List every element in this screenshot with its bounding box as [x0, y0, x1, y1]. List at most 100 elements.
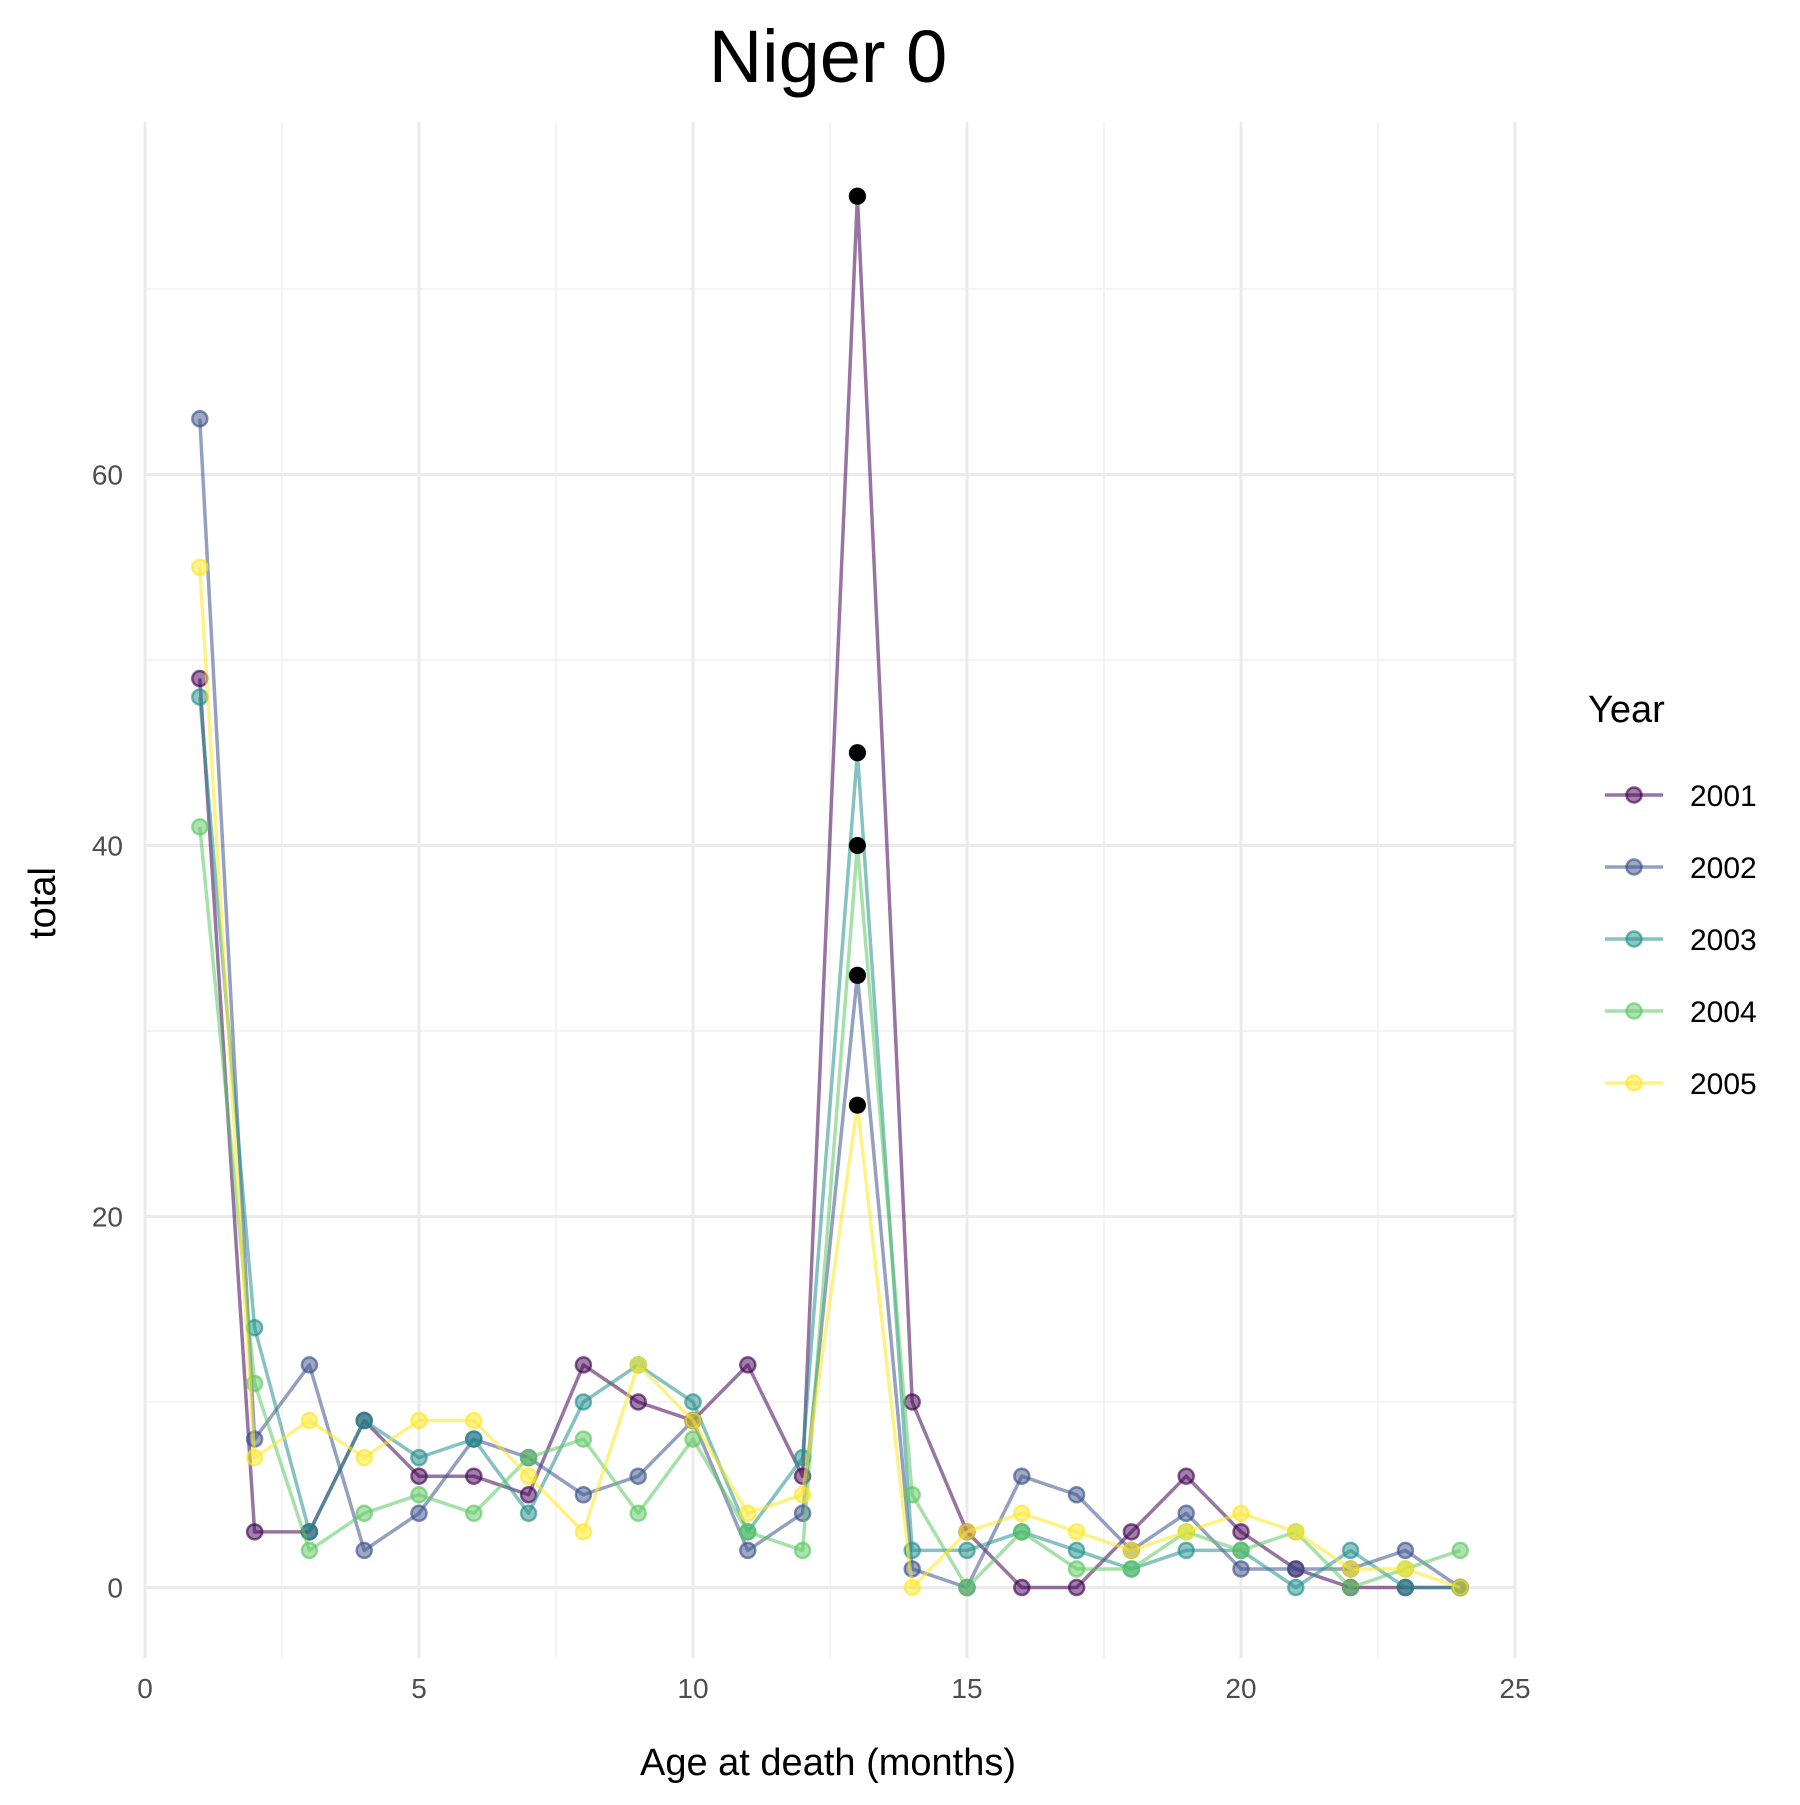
legend-item: 2004 [1605, 996, 1757, 1029]
data-point [1396, 1560, 1415, 1578]
x-tick-label: 10 [677, 1673, 708, 1704]
legend-item: 2003 [1605, 924, 1757, 957]
highlight-point [848, 744, 866, 762]
y-tick-label: 60 [92, 459, 123, 490]
data-point [410, 1486, 428, 1504]
data-point [355, 1541, 373, 1560]
legend-label: 2005 [1690, 1068, 1757, 1101]
legend-label: 2003 [1690, 924, 1757, 957]
data-point [410, 1448, 428, 1467]
data-point [1177, 1541, 1195, 1560]
data-point [300, 1541, 319, 1560]
data-point [903, 1486, 921, 1504]
data-point [1177, 1523, 1195, 1541]
x-tick-label: 15 [951, 1673, 982, 1704]
data-point [519, 1467, 538, 1485]
data-point [191, 818, 209, 836]
highlight-point [848, 836, 866, 854]
y-tick-label: 0 [107, 1573, 123, 1604]
highlight-point [848, 187, 866, 205]
legend-title: Year [1588, 689, 1665, 731]
legend-item: 2001 [1605, 780, 1757, 813]
data-point [629, 1356, 647, 1374]
data-point [1232, 1560, 1250, 1578]
highlight-point [848, 966, 866, 984]
legend: Year 2001 2002 2003 2004 2005 [1588, 689, 1757, 1101]
series-2004 [191, 818, 1469, 1597]
data-point [1122, 1560, 1141, 1578]
legend-label: 2001 [1690, 780, 1757, 813]
data-point [1287, 1578, 1305, 1597]
data-point [793, 1486, 812, 1504]
data-point [1013, 1578, 1031, 1597]
series-line [198, 696, 1461, 1590]
legend-item: 2005 [1605, 1068, 1757, 1101]
data-point [355, 1448, 373, 1467]
data-point [1341, 1560, 1360, 1578]
x-tick-label: 25 [1499, 1673, 1530, 1704]
data-point [1177, 1467, 1195, 1485]
legend-key-marker [1625, 858, 1643, 876]
series-line [198, 418, 1462, 1590]
data-point [465, 1467, 483, 1485]
data-point [684, 1411, 702, 1430]
data-point [355, 1411, 373, 1430]
data-point [1232, 1523, 1250, 1541]
data-point [1067, 1523, 1086, 1541]
data-point [191, 558, 209, 576]
grid [143, 122, 1517, 1658]
data-point [1341, 1541, 1360, 1560]
data-point [410, 1467, 428, 1485]
data-point [629, 1504, 647, 1523]
x-tick-label: 5 [411, 1673, 427, 1704]
data-point [629, 1467, 647, 1485]
data-point [574, 1523, 593, 1541]
series-line [198, 826, 1461, 1590]
data-point [1067, 1541, 1086, 1560]
series-2005 [191, 558, 1469, 1597]
data-point [191, 688, 209, 706]
highlight-layer [848, 187, 866, 1114]
data-point [684, 1430, 702, 1448]
y-tick-label: 40 [92, 830, 123, 861]
highlight-point [848, 1096, 866, 1114]
data-point [410, 1504, 428, 1523]
data-point [1013, 1504, 1031, 1523]
data-point [739, 1523, 757, 1541]
data-point [903, 1578, 921, 1597]
data-point [1177, 1504, 1195, 1523]
data-point [245, 1523, 264, 1541]
data-point [1287, 1523, 1305, 1541]
data-point [793, 1504, 812, 1523]
data-point [1067, 1560, 1086, 1578]
data-point [1232, 1541, 1250, 1560]
series-line [198, 194, 1461, 1590]
data-point [574, 1486, 593, 1504]
data-point [1013, 1467, 1031, 1485]
data-point [739, 1356, 757, 1374]
data-point [245, 1448, 264, 1467]
data-point [958, 1523, 976, 1541]
data-point [1396, 1541, 1415, 1560]
data-point [684, 1393, 702, 1411]
x-axis-label: Age at death (months) [640, 1742, 1016, 1784]
data-point [1067, 1578, 1086, 1597]
data-point [739, 1541, 757, 1560]
data-point [410, 1411, 428, 1430]
data-point [465, 1430, 483, 1448]
data-point [300, 1411, 319, 1430]
data-point [519, 1448, 538, 1467]
data-point [1013, 1523, 1031, 1541]
data-point [1122, 1523, 1141, 1541]
data-point [1067, 1486, 1086, 1504]
data-point [574, 1430, 593, 1448]
x-tick-label: 0 [137, 1673, 153, 1704]
data-point [1451, 1578, 1469, 1597]
data-point [739, 1504, 757, 1523]
series-line [198, 567, 1461, 1590]
data-point [1232, 1504, 1250, 1523]
data-point [958, 1541, 976, 1560]
tick-labels: 0 5 10 15 20 25 0 20 40 60 [92, 459, 1531, 1704]
data-point [1122, 1541, 1141, 1560]
